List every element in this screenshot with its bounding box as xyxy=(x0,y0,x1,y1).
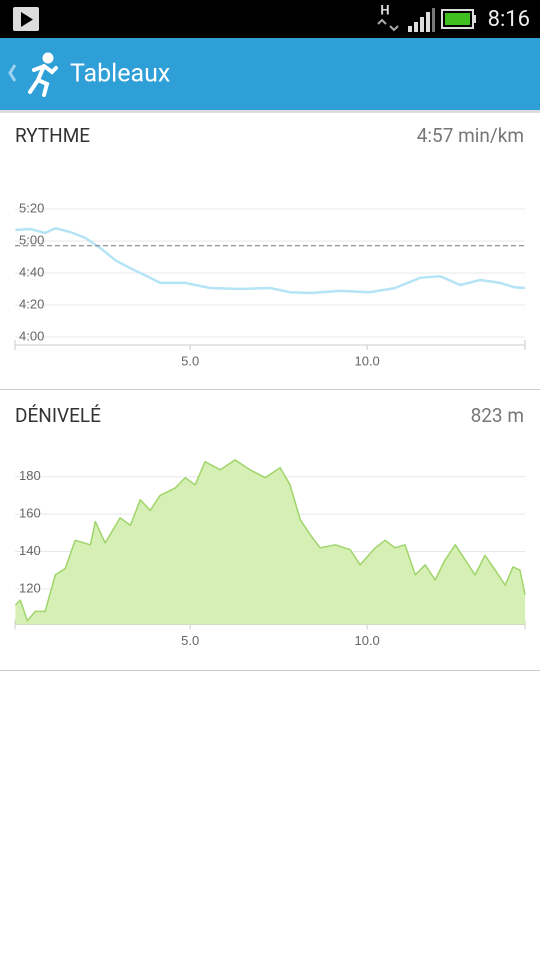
signal-icon xyxy=(408,8,435,32)
y-tick-label: 120 xyxy=(19,580,41,595)
y-tick-label: 4:00 xyxy=(19,328,44,343)
battery-icon xyxy=(441,9,476,29)
average-pace: 4:57 min/km xyxy=(417,124,524,147)
x-tick-label: 5.0 xyxy=(181,633,199,648)
app-bar-shadow xyxy=(0,110,540,113)
store-icon xyxy=(13,7,39,31)
total-elevation: 823 m xyxy=(471,404,524,427)
y-tick-label: 4:20 xyxy=(19,296,44,311)
x-tick-label: 10.0 xyxy=(354,353,379,368)
y-tick-label: 5:20 xyxy=(19,200,44,215)
area-fill xyxy=(15,459,526,625)
y-tick-label: 4:40 xyxy=(19,264,44,279)
x-tick-label: 10.0 xyxy=(354,633,379,648)
y-tick-label: 180 xyxy=(19,468,41,483)
data-arrows xyxy=(377,18,399,32)
y-tick-label: 160 xyxy=(19,506,41,521)
elevation-line xyxy=(14,459,526,622)
pace-line xyxy=(15,226,526,295)
y-tick-label: 140 xyxy=(19,543,41,558)
chart-title: RYTHME xyxy=(15,124,90,147)
y-tick-label: 5:00 xyxy=(19,232,44,247)
clock: 8:16 xyxy=(488,7,530,32)
app-bar xyxy=(0,38,540,110)
back-button[interactable] xyxy=(8,64,17,82)
chart-title: DÉNIVELÉ xyxy=(15,404,101,427)
screen-title: Tableaux xyxy=(70,60,170,89)
network-type: H xyxy=(380,3,389,18)
x-tick-label: 5.0 xyxy=(181,353,199,368)
app-icon xyxy=(28,52,58,97)
